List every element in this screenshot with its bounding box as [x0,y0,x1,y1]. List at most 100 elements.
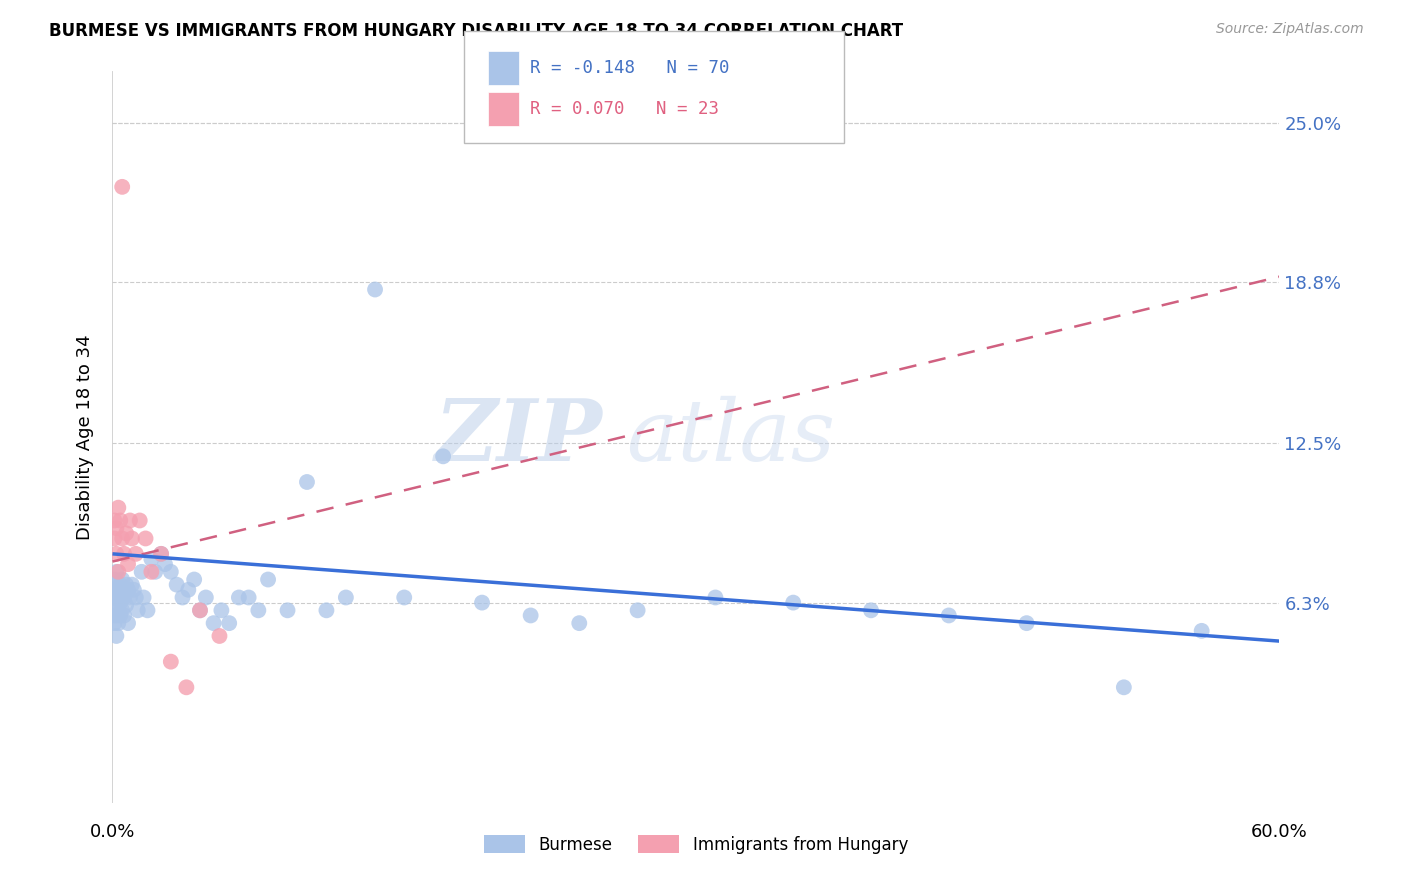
Point [121,532,143,546]
Point [364,283,387,297]
Point [107,603,129,617]
Text: 0.0%: 0.0% [90,823,135,841]
Point [105,629,128,643]
Point [105,577,128,591]
Point [105,521,128,535]
Point [105,598,128,612]
Text: 60.0%: 60.0% [1251,823,1308,841]
Point [194,591,217,605]
Point [150,547,173,561]
Point [627,603,650,617]
Point [176,681,198,695]
Point [115,577,138,591]
Point [112,547,135,561]
Point [103,591,125,605]
Point [115,526,138,541]
Point [111,585,134,599]
Point [188,603,211,617]
Point [103,532,125,546]
Text: atlas: atlas [626,396,835,478]
Point [125,591,148,605]
Point [177,582,200,597]
Point [1191,624,1213,638]
Point [228,591,250,605]
Point [128,514,150,528]
Point [103,582,125,597]
Point [295,475,318,489]
Point [103,608,125,623]
Point [111,573,134,587]
Point [172,591,194,605]
Point [394,591,416,605]
Point [118,591,141,605]
Point [132,591,155,605]
Point [782,596,804,610]
Y-axis label: Disability Age 18 to 34: Disability Age 18 to 34 [76,334,94,540]
Point [105,608,128,623]
Text: R = 0.070   N = 23: R = 0.070 N = 23 [530,100,718,118]
Point [208,629,231,643]
Point [111,603,134,617]
Legend: Burmese, Immigrants from Hungary: Burmese, Immigrants from Hungary [477,829,915,860]
Point [117,616,139,631]
Point [121,577,143,591]
Point [103,514,125,528]
Point [188,603,211,617]
Text: Source: ZipAtlas.com: Source: ZipAtlas.com [1216,22,1364,37]
Point [117,582,139,597]
Point [136,603,159,617]
Point [105,565,128,579]
Point [183,573,205,587]
Point [127,603,149,617]
Point [135,532,157,546]
Point [110,596,132,610]
Point [107,582,129,597]
Point [315,603,337,617]
Point [117,557,139,571]
Point [105,547,128,561]
Point [103,573,125,587]
Point [131,565,153,579]
Point [860,603,883,617]
Point [247,603,270,617]
Text: R = -0.148   N = 70: R = -0.148 N = 70 [530,59,730,77]
Point [704,591,727,605]
Point [202,616,225,631]
Point [141,552,163,566]
Point [160,565,183,579]
Point [143,565,166,579]
Point [938,608,960,623]
Point [166,577,188,591]
Point [103,616,125,631]
Point [1015,616,1038,631]
Point [1112,681,1135,695]
Point [112,591,135,605]
Point [238,591,260,605]
Point [153,557,176,571]
Point [257,573,280,587]
Point [568,616,591,631]
Point [141,565,163,579]
Point [107,591,129,605]
Point [111,532,134,546]
Point [118,514,141,528]
Point [107,500,129,515]
Point [276,603,298,617]
Point [218,616,240,631]
Point [107,616,129,631]
Point [125,547,148,561]
Point [115,598,138,612]
Point [209,603,232,617]
Point [112,608,135,623]
Point [432,450,454,464]
Point [150,547,173,561]
Point [110,514,132,528]
Point [335,591,357,605]
Text: ZIP: ZIP [434,395,603,479]
Point [110,608,132,623]
Point [110,577,132,591]
Point [111,179,134,194]
Point [519,608,541,623]
Point [107,565,129,579]
Text: BURMESE VS IMMIGRANTS FROM HUNGARY DISABILITY AGE 18 TO 34 CORRELATION CHART: BURMESE VS IMMIGRANTS FROM HUNGARY DISAB… [49,22,903,40]
